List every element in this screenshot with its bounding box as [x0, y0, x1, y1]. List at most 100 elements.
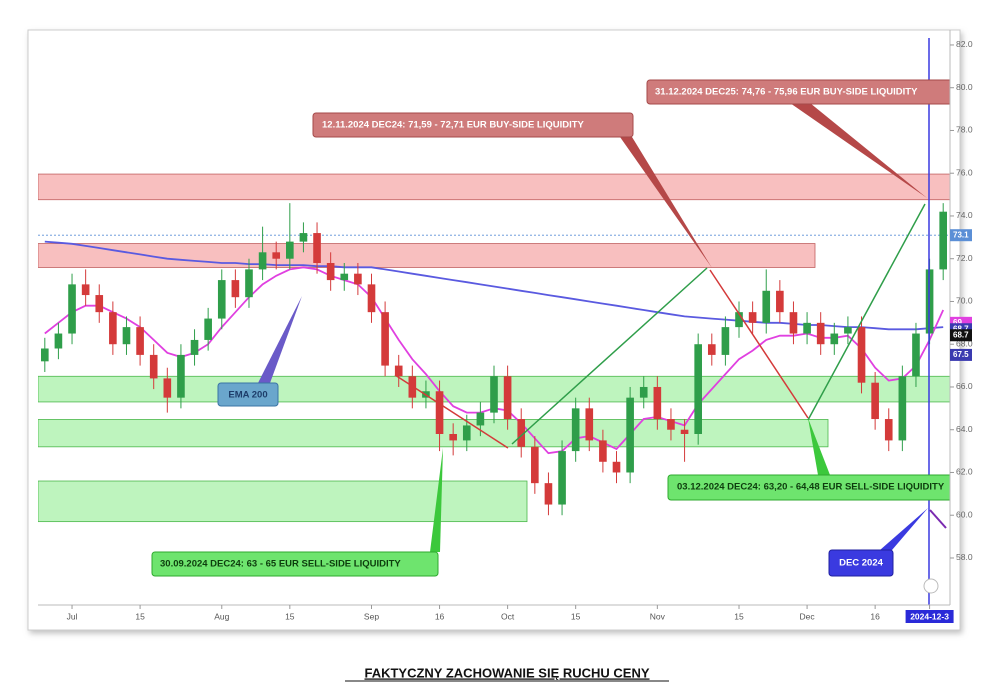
callout-pointer: [258, 296, 302, 383]
candle-body: [326, 262, 335, 281]
candle-body: [503, 376, 512, 420]
candle-body: [707, 344, 716, 355]
candle-body: [721, 327, 730, 355]
x-tick-label: Nov: [650, 611, 666, 621]
y-tick-label: 72.0: [956, 253, 973, 263]
candle-body: [394, 365, 403, 377]
annotation: 03.12.2024 DEC24: 63,20 - 64,48 EUR SELL…: [677, 482, 945, 493]
candle-body: [789, 312, 798, 334]
liquidity-zone: [38, 173, 950, 201]
candle-body: [871, 382, 879, 420]
x-tick-label: Jul: [67, 611, 78, 621]
annotation: 12.11.2024 DEC24: 71,59 - 72,71 EUR BUY-…: [322, 120, 585, 131]
candle-body: [571, 408, 580, 452]
candle-body: [272, 252, 281, 259]
candle-body: [54, 333, 63, 349]
y-tick-label: 80.0: [956, 82, 973, 92]
price-tag: [950, 348, 972, 361]
x-tick-label: Aug: [214, 611, 229, 621]
annotation-box: [828, 549, 894, 577]
candle-body: [816, 322, 825, 345]
annotation: 30.09.2024 DEC24: 63 - 65 EUR SELL-SIDE …: [160, 559, 401, 570]
candle-body: [204, 318, 212, 340]
candle-body: [912, 333, 920, 377]
candle-body: [149, 354, 158, 379]
liquidity-zone: [38, 419, 829, 448]
candle-body: [177, 354, 185, 398]
callout-pointer: [880, 508, 928, 550]
y-tick-label: 60.0: [956, 509, 973, 519]
candle-body: [462, 425, 471, 441]
candle-body: [340, 273, 349, 281]
settings-icon[interactable]: [923, 578, 939, 594]
candle-body: [109, 312, 117, 345]
annotation-box: [151, 551, 439, 577]
x-tick-label: Oct: [501, 611, 515, 621]
annotation-box: [312, 112, 634, 138]
trend-arrow: [709, 269, 809, 419]
candle-body: [626, 397, 634, 473]
candle-body: [776, 290, 784, 313]
callout-pointer: [808, 418, 830, 475]
trend-arrow: [807, 203, 926, 421]
candle-body: [599, 440, 607, 462]
x-tick-label: 15: [285, 611, 295, 621]
liquidity-zone: [38, 243, 816, 268]
candle-body: [381, 312, 389, 366]
x-tick-label: 16: [870, 611, 880, 621]
callout-pointer: [620, 137, 712, 268]
price-tag-label: 73.1: [953, 230, 969, 239]
candle-body: [81, 284, 90, 296]
y-tick-label: 74.0: [956, 210, 973, 220]
candle-body: [217, 280, 226, 319]
x-tick-label: Sep: [364, 611, 379, 621]
candle-body: [163, 378, 172, 398]
candle-body: [517, 419, 526, 447]
x-label-box: [905, 610, 954, 623]
candle-body: [884, 419, 893, 441]
candle-body: [313, 233, 321, 263]
y-tick-label: 58.0: [956, 552, 973, 562]
annotation-box: [646, 79, 950, 105]
price-tag: [950, 329, 972, 342]
candle-body: [68, 284, 76, 334]
candle-body: [490, 376, 498, 413]
annotation: 31.12.2024 DEC25: 74,76 - 75,96 EUR BUY-…: [655, 87, 918, 98]
y-tick-label: 66.0: [956, 381, 973, 391]
callout-pointer: [430, 448, 443, 552]
annotation: DEC 2024: [839, 558, 884, 569]
candle-body: [122, 327, 131, 345]
annotation-box: [667, 474, 950, 501]
candle-body: [40, 348, 49, 362]
candle-body: [612, 461, 621, 473]
price-tag-label: 67.5: [953, 350, 969, 359]
y-tick-label: 70.0: [956, 296, 973, 306]
candle-body: [898, 376, 907, 441]
candle-body: [939, 211, 948, 270]
candle-body: [762, 290, 771, 323]
candle-body: [476, 412, 485, 426]
candle-body: [245, 269, 253, 298]
trend-arrow: [511, 267, 708, 445]
candle-body: [857, 327, 866, 383]
candle-body: [558, 451, 566, 505]
x-tick-label: 15: [571, 611, 581, 621]
y-tick-label: 82.0: [956, 39, 973, 49]
candle-body: [694, 344, 702, 434]
price-tag-label: 68.7: [953, 324, 969, 333]
y-tick-label: 62.0: [956, 467, 973, 477]
price-tag-label: 69: [953, 318, 962, 327]
candle-body: [231, 280, 240, 298]
candle-body: [585, 408, 594, 441]
x-tick-label: 2024-12-3: [910, 611, 949, 621]
candle-body: [435, 391, 444, 434]
candle-body: [544, 483, 553, 505]
x-tick-label: 15: [734, 611, 744, 621]
callout-pointer: [929, 509, 947, 529]
candle-body: [531, 446, 539, 484]
price-tag-label: 68.7: [953, 330, 969, 339]
x-tick-label: Dec: [800, 611, 816, 621]
callout-pointer: [790, 103, 927, 198]
candle-body: [639, 386, 648, 398]
